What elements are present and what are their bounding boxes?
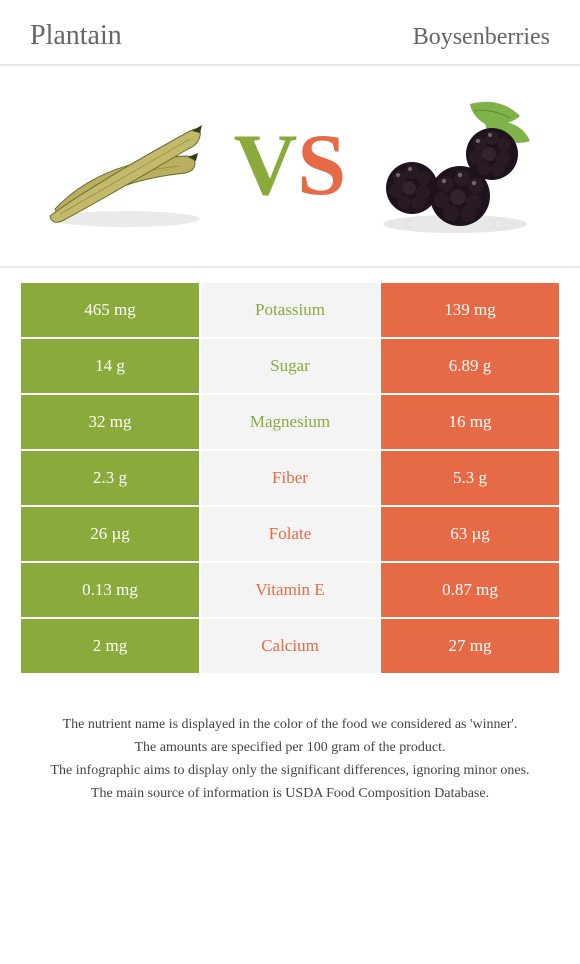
right-food-title: Boysenberries	[413, 24, 550, 51]
nutrient-label: Calcium	[200, 618, 380, 674]
plantain-image	[40, 101, 210, 231]
footnote-line: The infographic aims to display only the…	[30, 760, 550, 781]
right-value: 27 mg	[380, 618, 560, 674]
nutrient-label: Vitamin E	[200, 562, 380, 618]
right-value: 16 mg	[380, 394, 560, 450]
right-value: 63 µg	[380, 506, 560, 562]
left-value: 32 mg	[20, 394, 200, 450]
vs-label: VS	[230, 122, 350, 210]
nutrient-label: Fiber	[200, 450, 380, 506]
left-value: 26 µg	[20, 506, 200, 562]
nutrient-row: 2.3 gFiber5.3 g	[20, 450, 560, 506]
nutrient-row: 465 mgPotassium139 mg	[20, 282, 560, 338]
nutrient-row: 26 µgFolate63 µg	[20, 506, 560, 562]
nutrient-table: 465 mgPotassium139 mg14 gSugar6.89 g32 m…	[20, 282, 560, 674]
right-value: 0.87 mg	[380, 562, 560, 618]
boysenberry-image	[370, 96, 540, 236]
nutrient-row: 0.13 mgVitamin E0.87 mg	[20, 562, 560, 618]
nutrient-row: 32 mgMagnesium16 mg	[20, 394, 560, 450]
footnote-line: The main source of information is USDA F…	[30, 783, 550, 804]
footnote-line: The nutrient name is displayed in the co…	[30, 714, 550, 735]
nutrient-row: 2 mgCalcium27 mg	[20, 618, 560, 674]
nutrient-label: Sugar	[200, 338, 380, 394]
nutrient-label: Folate	[200, 506, 380, 562]
hero-section: VS	[0, 66, 580, 268]
left-food-title: Plantain	[30, 20, 122, 52]
vs-letter-s: S	[297, 122, 346, 210]
left-value: 0.13 mg	[20, 562, 200, 618]
nutrient-label: Potassium	[200, 282, 380, 338]
left-value: 14 g	[20, 338, 200, 394]
left-value: 2 mg	[20, 618, 200, 674]
nutrient-row: 14 gSugar6.89 g	[20, 338, 560, 394]
footnote-line: The amounts are specified per 100 gram o…	[30, 737, 550, 758]
left-value: 2.3 g	[20, 450, 200, 506]
vs-letter-v: V	[234, 122, 298, 210]
left-value: 465 mg	[20, 282, 200, 338]
header: Plantain Boysenberries	[0, 20, 580, 66]
right-value: 5.3 g	[380, 450, 560, 506]
right-value: 6.89 g	[380, 338, 560, 394]
footnotes: The nutrient name is displayed in the co…	[30, 714, 550, 804]
right-value: 139 mg	[380, 282, 560, 338]
nutrient-label: Magnesium	[200, 394, 380, 450]
